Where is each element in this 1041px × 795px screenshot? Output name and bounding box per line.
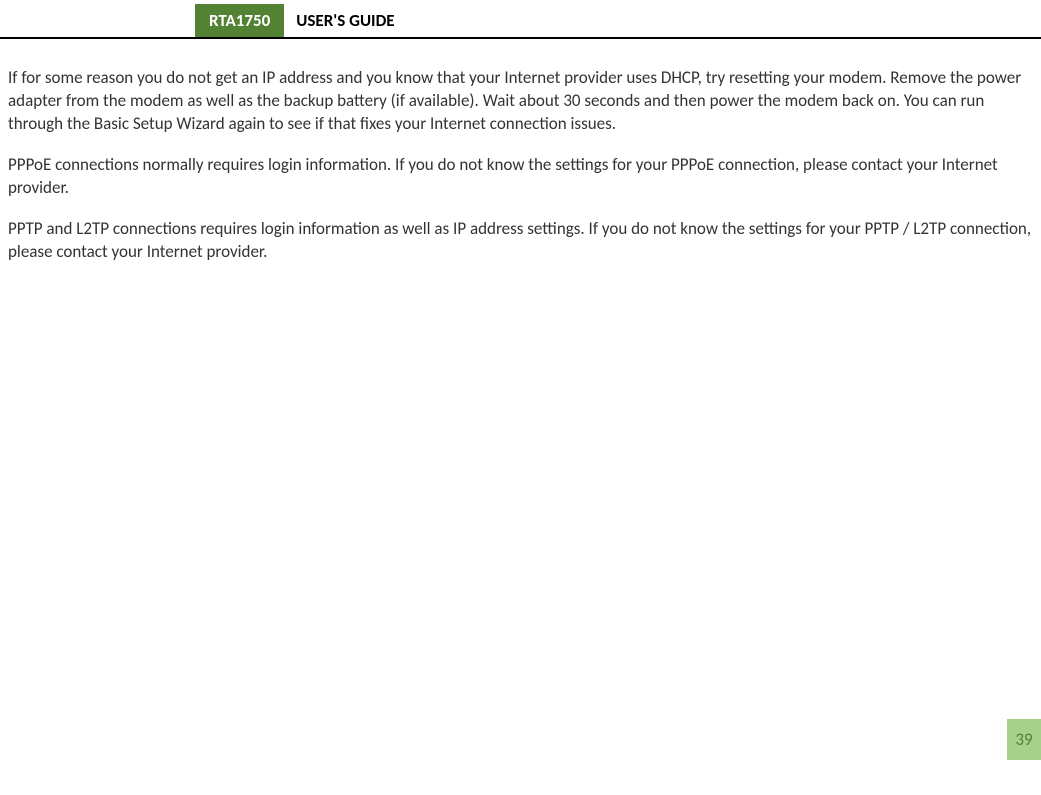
body-content: If for some reason you do not get an IP … [0,39,1041,264]
header-spacer [0,4,195,37]
page-header: RTA1750 USER'S GUIDE [0,4,1041,39]
paragraph-pppoe: PPPoE connections normally requires logi… [8,154,1033,200]
document-title: USER'S GUIDE [284,4,406,37]
paragraph-pptp-l2tp: PPTP and L2TP connections requires login… [8,218,1033,264]
page-number: 39 [1007,719,1041,760]
product-badge: RTA1750 [195,4,284,37]
paragraph-dhcp: If for some reason you do not get an IP … [8,67,1033,136]
